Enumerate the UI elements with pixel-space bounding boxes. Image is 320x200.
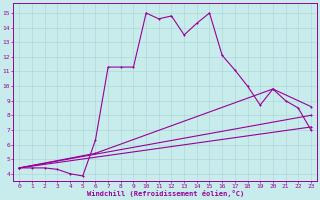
X-axis label: Windchill (Refroidissement éolien,°C): Windchill (Refroidissement éolien,°C)	[86, 190, 244, 197]
